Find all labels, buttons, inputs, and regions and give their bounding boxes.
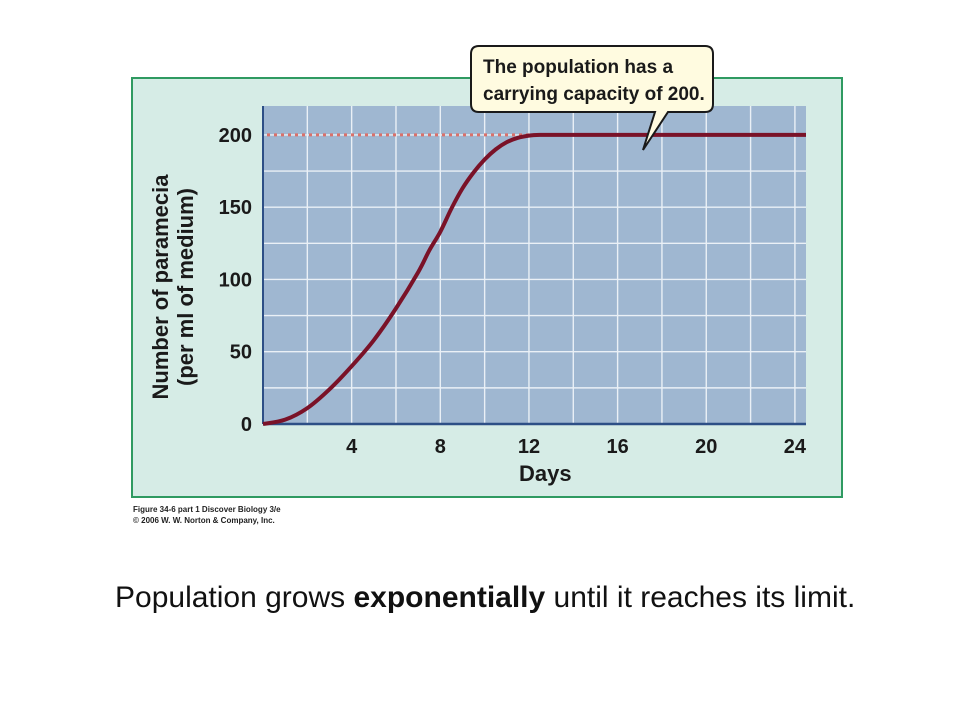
callout-bubble xyxy=(470,45,714,151)
y-tick-label: 100 xyxy=(219,269,252,291)
axes xyxy=(262,106,806,426)
figure-credit: Figure 34-6 part 1 Discover Biology 3/e … xyxy=(133,504,281,526)
tick-labels: 4 8 12 16 20 24 0 50 100 150 200 xyxy=(219,125,807,458)
y-axis-title-line1: Number of paramecia xyxy=(148,174,173,400)
x-tick-label: 12 xyxy=(518,436,540,458)
x-tick-label: 16 xyxy=(606,436,628,458)
y-tick-label: 150 xyxy=(219,197,252,219)
caption-text-start: Population grows xyxy=(115,581,354,614)
slide-caption: Population grows exponentially until it … xyxy=(115,578,875,618)
caption-bold-word: exponentially xyxy=(353,581,546,614)
caption-text-end: until it reaches its limit. xyxy=(545,581,856,614)
plot-area xyxy=(263,106,806,424)
credit-line2: © 2006 W. W. Norton & Company, Inc. xyxy=(133,516,275,525)
x-tick-label: 24 xyxy=(784,436,807,458)
population-curve xyxy=(262,132,806,426)
y-tick-label: 50 xyxy=(230,342,252,364)
x-axis-title: Days xyxy=(519,461,572,486)
x-tick-label: 8 xyxy=(435,436,446,458)
credit-line1: Figure 34-6 part 1 Discover Biology 3/e xyxy=(133,505,281,514)
callout-text-line1: The population has a xyxy=(483,57,673,78)
y-tick-label: 200 xyxy=(219,125,252,147)
x-tick-label: 4 xyxy=(346,436,358,458)
gridlines xyxy=(263,106,806,424)
y-tick-label: 0 xyxy=(241,414,252,436)
y-axis-title-line2: (per ml of medium) xyxy=(173,188,198,386)
callout-text-line2: carrying capacity of 200. xyxy=(483,84,705,105)
x-tick-label: 20 xyxy=(695,436,717,458)
